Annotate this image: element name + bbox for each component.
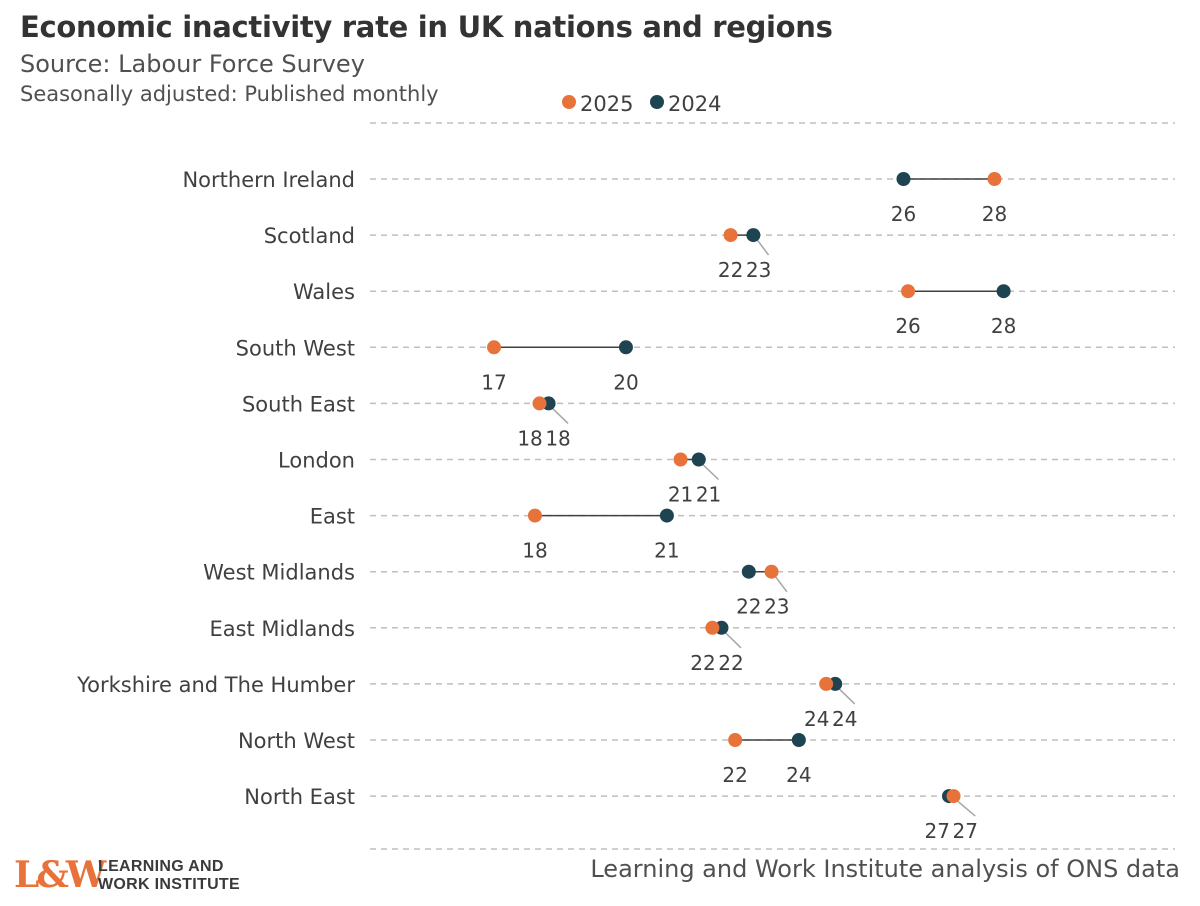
point-2025: [705, 620, 720, 635]
point-2025: [487, 340, 501, 355]
point-2025: [987, 172, 1002, 186]
legend-marker-2024: [650, 95, 664, 109]
lw-logo: L&W LEARNING AND WORK INSTITUTE: [14, 852, 274, 898]
data-label-2024: 21: [654, 539, 679, 563]
data-label-2024: 18: [545, 426, 570, 450]
data-label-2024: 28: [991, 314, 1016, 338]
legend-label-2024: 2024: [668, 92, 721, 116]
category-label: Yorkshire and The Humber: [76, 673, 355, 697]
point-2024: [691, 452, 706, 467]
category-label: East: [310, 505, 355, 529]
data-label-2025: 28: [982, 202, 1007, 226]
data-label-2024: 26: [891, 202, 916, 226]
logo-line-2: WORK INSTITUTE: [98, 876, 240, 893]
point-2024: [741, 564, 756, 579]
data-label-2025: 24: [804, 707, 829, 731]
chart-note: Seasonally adjusted: Published monthly: [20, 82, 439, 106]
label-leader: [702, 463, 720, 481]
point-2024: [746, 228, 761, 243]
category-label: Wales: [293, 280, 355, 304]
logo-mark: L&W: [14, 854, 106, 896]
point-2025: [764, 564, 779, 579]
point-2025: [728, 733, 743, 747]
logo-line-1: LEARNING AND: [98, 858, 224, 875]
category-label: West Midlands: [203, 561, 355, 585]
point-2025: [673, 452, 688, 467]
data-label-2025: 22: [722, 763, 747, 787]
data-label-2024: 22: [736, 595, 761, 619]
data-label-2025: 23: [764, 595, 789, 619]
source-credit: Learning and Work Institute analysis of …: [590, 855, 1180, 883]
data-label-2024: 22: [718, 651, 743, 675]
category-label: North West: [238, 729, 355, 753]
point-2025: [819, 676, 834, 691]
point-2024: [791, 733, 806, 747]
point-2024: [618, 340, 633, 355]
point-2025: [901, 284, 916, 299]
data-label-2024: 24: [832, 707, 857, 731]
category-label: East Midlands: [209, 617, 355, 641]
legend-label-2025: 2025: [580, 92, 633, 116]
category-label: North East: [244, 785, 355, 809]
point-2024: [896, 172, 911, 186]
category-label: South East: [242, 392, 355, 416]
point-2025: [527, 508, 542, 523]
data-label-2024: 21: [696, 483, 721, 507]
chart-title: Economic inactivity rate in UK nations a…: [20, 10, 833, 44]
data-label-2024: 24: [786, 763, 811, 787]
point-2024: [659, 508, 674, 523]
category-label: South West: [236, 336, 355, 360]
data-label-2025: 22: [690, 651, 715, 675]
data-label-2024: 23: [746, 258, 771, 282]
point-2025: [946, 789, 961, 804]
label-leader: [724, 632, 742, 649]
chart-subtitle: Source: Labour Force Survey: [20, 50, 365, 78]
point-2024: [996, 284, 1011, 299]
category-label: London: [278, 449, 355, 473]
data-label-2024: 27: [925, 819, 950, 843]
category-label: Scotland: [264, 224, 355, 248]
label-leader: [774, 576, 788, 593]
point-2025: [532, 396, 547, 411]
label-leader: [552, 407, 569, 424]
point-2025: [723, 228, 738, 243]
label-leader: [957, 800, 976, 817]
data-label-2025: 22: [718, 258, 743, 282]
data-label-2025: 17: [481, 370, 506, 394]
label-leader: [838, 688, 856, 705]
data-label-2024: 20: [613, 370, 638, 394]
data-label-2025: 21: [668, 483, 693, 507]
label-leader: [756, 239, 770, 256]
legend-marker-2025: [562, 95, 576, 109]
data-label-2025: 18: [517, 426, 542, 450]
data-label-2025: 26: [895, 314, 920, 338]
category-label: Northern Ireland: [182, 168, 355, 192]
data-label-2025: 18: [522, 539, 547, 563]
data-label-2025: 27: [953, 819, 978, 843]
